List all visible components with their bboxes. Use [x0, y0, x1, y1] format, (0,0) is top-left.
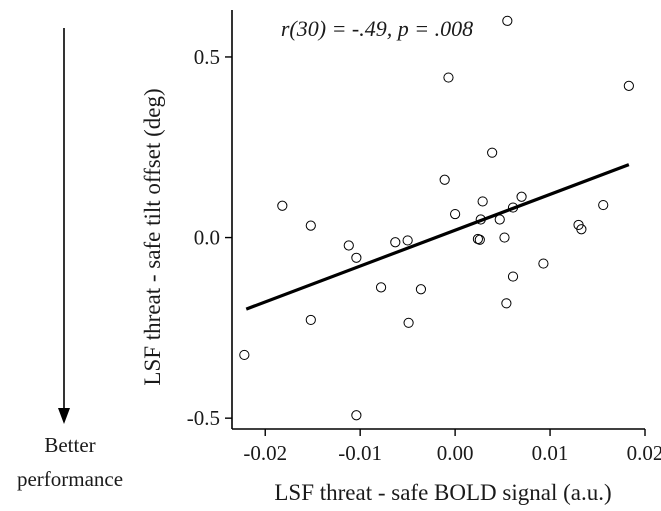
data-point [576, 224, 587, 235]
data-point [477, 196, 488, 207]
data-point [443, 72, 454, 83]
x-tick-label: 0.01 [532, 441, 569, 465]
x-tick-label: 0.02 [627, 441, 661, 465]
x-axis-title: LSF threat - safe BOLD signal (a.u.) [274, 480, 611, 505]
data-point [351, 252, 362, 263]
data-point [305, 220, 316, 231]
data-point [450, 208, 461, 220]
data-point [305, 314, 316, 326]
data-point [415, 284, 427, 295]
data-point [598, 199, 609, 211]
side-label-better: Better [44, 433, 95, 457]
y-tick-label: 0.5 [194, 45, 220, 69]
data-point [277, 200, 288, 211]
data-point [475, 214, 486, 225]
x-tick-label: -0.02 [243, 441, 287, 465]
data-point [343, 240, 354, 251]
data-point [623, 80, 634, 91]
data-point [487, 147, 498, 158]
regression-line [245, 163, 630, 311]
y-ticks: 0.5 0.0 -0.5 [187, 45, 232, 430]
data-point [239, 349, 250, 361]
data-point [501, 298, 512, 309]
side-label-performance: performance [17, 467, 123, 491]
data-point [351, 410, 362, 421]
data-point [474, 234, 485, 245]
data-point [390, 237, 401, 248]
y-tick-label: -0.5 [187, 406, 220, 430]
correlation-annotation: r(30) = -.49, p = .008 [281, 16, 473, 41]
data-point [375, 282, 387, 293]
y-tick-label: 0.0 [194, 226, 220, 250]
x-tick-label: -0.01 [338, 441, 382, 465]
data-point [538, 258, 549, 269]
y-axis-title: LSF threat - safe tilt offset (deg) [140, 88, 165, 385]
data-point [502, 15, 513, 26]
x-tick-label: 0.00 [437, 441, 474, 465]
data-point [494, 214, 505, 225]
data-point [507, 202, 519, 213]
points-group [239, 15, 634, 421]
fit-group [245, 163, 630, 311]
performance-arrow-head [58, 408, 70, 424]
data-point [402, 235, 413, 246]
data-point [403, 317, 414, 328]
data-point [439, 174, 450, 185]
x-ticks: -0.02 -0.01 0.00 0.01 0.02 [243, 429, 661, 465]
data-point [507, 271, 519, 282]
data-point [499, 232, 510, 243]
data-point [516, 191, 527, 202]
